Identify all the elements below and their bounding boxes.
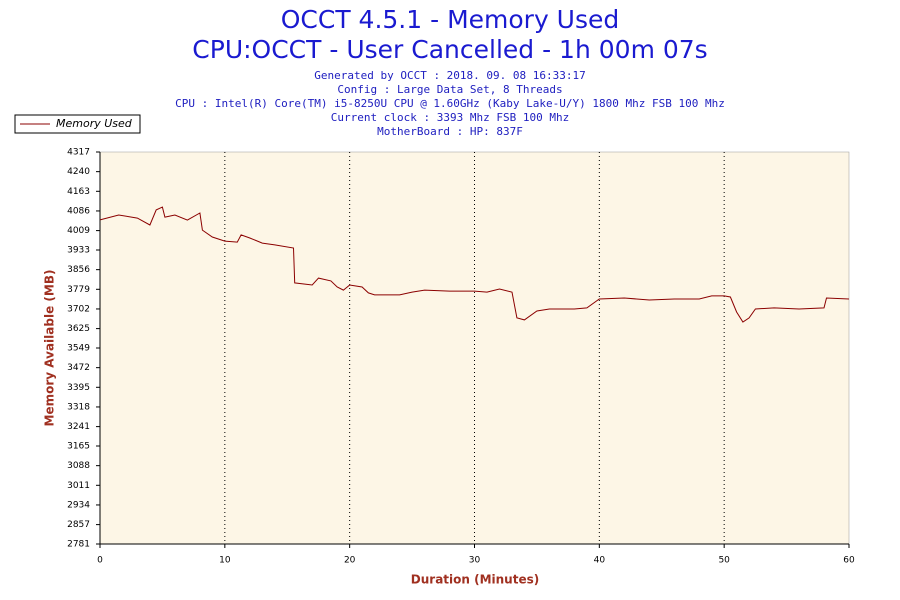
info-line: Current clock : 3393 Mhz FSB 100 Mhz [331,111,569,124]
x-tick-label: 60 [843,556,855,566]
x-axis-label: Duration (Minutes) [411,573,539,587]
chart-title: OCCT 4.5.1 - Memory Used [281,5,620,34]
chart-subtitle: CPU:OCCT - User Cancelled - 1h 00m 07s [192,35,707,64]
y-tick-label: 3856 [67,265,90,275]
y-tick-label: 4086 [67,206,90,216]
y-tick-label: 4009 [67,226,90,236]
x-tick-label: 30 [469,556,481,566]
y-tick-label: 3472 [67,363,90,373]
y-tick-label: 4317 [67,148,90,158]
legend-box [14,114,141,134]
info-line: CPU : Intel(R) Core(TM) i5-8250U CPU @ 1… [175,97,725,110]
y-tick-label: 4163 [67,187,90,197]
y-tick-label: 2857 [67,520,90,530]
y-tick-label: 3088 [67,461,90,471]
y-tick-label: 3011 [67,481,90,491]
data-line [99,206,850,323]
y-tick-label: 3779 [67,285,90,295]
y-tick-label: 3241 [67,422,90,432]
y-tick-label: 3165 [67,442,90,452]
x-tick-label: 0 [97,556,103,566]
y-tick-label: 2781 [67,540,90,550]
x-tick-label: 50 [718,556,730,566]
x-tick-label: 10 [219,556,231,566]
info-line: Generated by OCCT : 2018. 09. 08 16:33:1… [314,69,586,82]
y-tick-label: 3625 [67,324,90,334]
info-line: Config : Large Data Set, 8 Threads [337,83,562,96]
y-tick-label: 4240 [67,167,90,177]
y-tick-label: 2934 [67,500,90,510]
x-tick-label: 20 [344,556,356,566]
info-line: MotherBoard : HP: 837F [377,125,523,138]
y-axis-label: Memory Available (MB) [43,270,57,427]
y-tick-label: 3933 [67,246,90,256]
y-tick-label: 3702 [67,304,90,314]
y-tick-label: 3549 [67,344,90,354]
y-tick-label: 3395 [67,383,90,393]
x-tick-label: 40 [594,556,606,566]
legend-label: Memory Used [56,117,133,130]
y-tick-label: 3318 [67,402,90,412]
